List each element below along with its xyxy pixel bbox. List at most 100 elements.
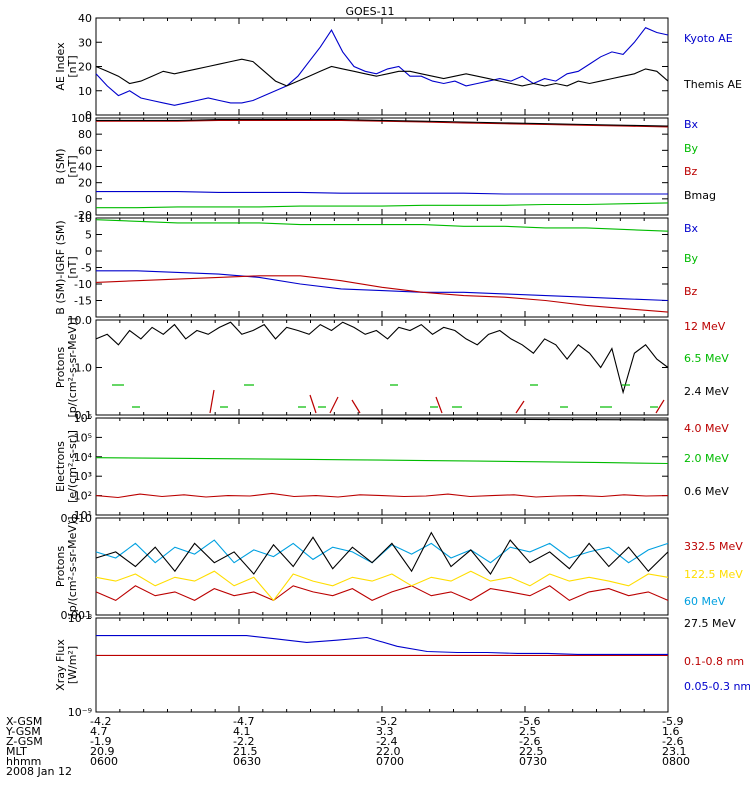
legend-332-5-mev: 332.5 MeV	[684, 540, 743, 553]
x-axis-value: -5.2	[376, 715, 397, 728]
y-tick-label: 80	[78, 128, 92, 141]
x-axis-value: 21.5	[233, 745, 258, 758]
y-tick-label: 100	[71, 112, 92, 125]
y-tick-label: 20	[78, 61, 92, 74]
y-axis-label: [p/(cm²-s-sr-MeV)]	[66, 318, 79, 418]
legend-bmag: Bmag	[684, 189, 716, 202]
panel-3: -15 -10 -5 0 5 10 B (SM)-IGRF (SM) [nT] Bx By Bz	[54, 212, 699, 318]
panel-frame	[95, 617, 669, 713]
legend-2-4-mev: 2.4 MeV	[684, 385, 729, 398]
y-axis-label: Electrons	[54, 441, 67, 492]
proton-12mev-mark	[309, 394, 317, 414]
x-axis-value: 0730	[519, 755, 547, 768]
series-line-bx	[96, 270, 669, 302]
y-axis-label: [e/(cm²-s-sr)]	[66, 430, 79, 503]
panel-7: 10⁻⁹ 10⁻⁸ Xray Flux [W/m²] 0.1-0.8 nm 0.05-0.…	[54, 612, 750, 719]
y-tick-label: 0	[85, 193, 92, 206]
legend-27-5-mev: 27.5 MeV	[684, 617, 736, 630]
legend-2-0-mev: 2.0 MeV	[684, 452, 729, 465]
y-tick-label: 60	[78, 144, 92, 157]
panel-frame	[95, 117, 669, 216]
x-axis-value: 22.5	[519, 745, 544, 758]
legend-by: By	[684, 252, 699, 265]
legend-122-5-mev: 122.5 MeV	[684, 568, 743, 581]
x-axis-value: 1.6	[662, 725, 680, 738]
series-line-themis-ae	[95, 58, 669, 87]
panel-6: 0.001 0.010 Protons [p/(cm²-s-sr-MeV)] 332.5…	[54, 512, 743, 630]
series-line-by	[95, 219, 669, 232]
panel-frame	[95, 17, 669, 116]
y-tick-label: 10¹	[74, 509, 92, 522]
series-line-2-0-mev	[95, 457, 669, 465]
y-tick-label: 10⁴	[74, 451, 93, 464]
y-axis-label: B (SM)-IGRF (SM)	[54, 220, 67, 314]
y-tick-label: 40	[78, 12, 92, 25]
series-line-bz	[96, 119, 669, 128]
y-tick-label: 0	[85, 245, 92, 258]
legend-bx: Bx	[684, 222, 699, 235]
y-tick-label: 10⁵	[74, 431, 92, 444]
legend-by: By	[684, 142, 699, 155]
x-axis-value: -1.9	[90, 735, 111, 748]
x-axis-row-label: Y-GSM	[5, 725, 41, 738]
x-axis-value: -5.6	[519, 715, 540, 728]
x-axis-value: 3.3	[376, 725, 394, 738]
proton-12mev-mark	[329, 396, 339, 414]
series-line-kyoto-ae	[95, 27, 669, 106]
x-axis-value: 0700	[376, 755, 404, 768]
legend-6-5-mev: 6.5 MeV	[684, 352, 729, 365]
y-tick-label: -20	[74, 209, 92, 222]
series-line-by	[96, 202, 669, 209]
x-axis-row-label: 2008 Jan 12	[6, 765, 72, 778]
y-tick-label: 1.0	[75, 362, 93, 375]
legend-0-6-mev: 0.6 MeV	[684, 485, 729, 498]
y-tick-label: 10²	[74, 490, 92, 503]
y-axis-label: [nT]	[66, 155, 79, 177]
x-axis-value: -4.7	[233, 715, 254, 728]
y-tick-label: 5	[85, 229, 92, 242]
panel-4: 0.1 1.0 10.0 Protons [p/(cm²-s-sr-MeV)] 12 Me…	[54, 314, 729, 422]
legend-bz: Bz	[684, 285, 698, 298]
x-axis-value: 23.1	[662, 745, 687, 758]
legend-0-1-0-8-nm: 0.1-0.8 nm	[684, 655, 744, 668]
series-line-bz	[95, 275, 669, 313]
series-line-332-5-mev	[95, 585, 669, 602]
y-tick-label: -15	[74, 295, 92, 308]
x-axis-value: -2.6	[662, 735, 683, 748]
x-axis-value: -4.2	[90, 715, 111, 728]
x-axis-row-label: hhmm	[6, 755, 41, 768]
panel-5: 10¹ 10² 10³ 10⁴ 10⁵ 10⁶ Electrons [e/(cm²-s-sr)…	[54, 412, 729, 522]
legend-4-0-mev: 4.0 MeV	[684, 422, 729, 435]
y-tick-label: 10⁻⁹	[68, 706, 92, 719]
series-line-bx	[96, 191, 668, 195]
panel-1: 0 10 20 30 40 AE Index [nT] Kyoto AE Themis AE	[54, 12, 742, 122]
y-tick-label: 30	[78, 36, 92, 49]
legend-12-mev: 12 MeV	[684, 320, 726, 333]
y-axis-label: AE Index	[54, 42, 67, 91]
y-axis-label: [nT]	[66, 256, 79, 278]
y-axis-label: Protons	[54, 546, 67, 587]
series-line-0-05-0-3-nm	[96, 635, 668, 655]
y-axis-label: B (SM)	[54, 148, 67, 184]
x-axis-value: 4.7	[90, 725, 108, 738]
series-line-2-4-mev	[95, 321, 669, 395]
x-axis-row-label: Z-GSM	[6, 735, 43, 748]
y-axis-label: [p/(cm²-s-sr-MeV)]	[66, 517, 79, 617]
proton-12mev-mark	[655, 399, 665, 414]
series-line-0-6-mev	[95, 417, 669, 421]
legend-bx: Bx	[684, 118, 699, 131]
legend-kyoto-ae: Kyoto AE	[684, 32, 733, 45]
x-axis-value: 0800	[662, 755, 690, 768]
y-tick-label: -10	[74, 278, 92, 291]
chart-title: GOES-11	[345, 5, 394, 18]
x-axis-value: -5.9	[662, 715, 683, 728]
x-axis-value: 0630	[233, 755, 261, 768]
legend-60-mev: 60 MeV	[684, 595, 726, 608]
proton-12mev-mark	[515, 400, 525, 414]
y-tick-label: 10⁻⁸	[68, 612, 93, 625]
y-tick-label: 10³	[74, 470, 92, 483]
y-tick-label: 10	[78, 212, 92, 225]
y-axis-label: [W/m²]	[66, 646, 79, 684]
